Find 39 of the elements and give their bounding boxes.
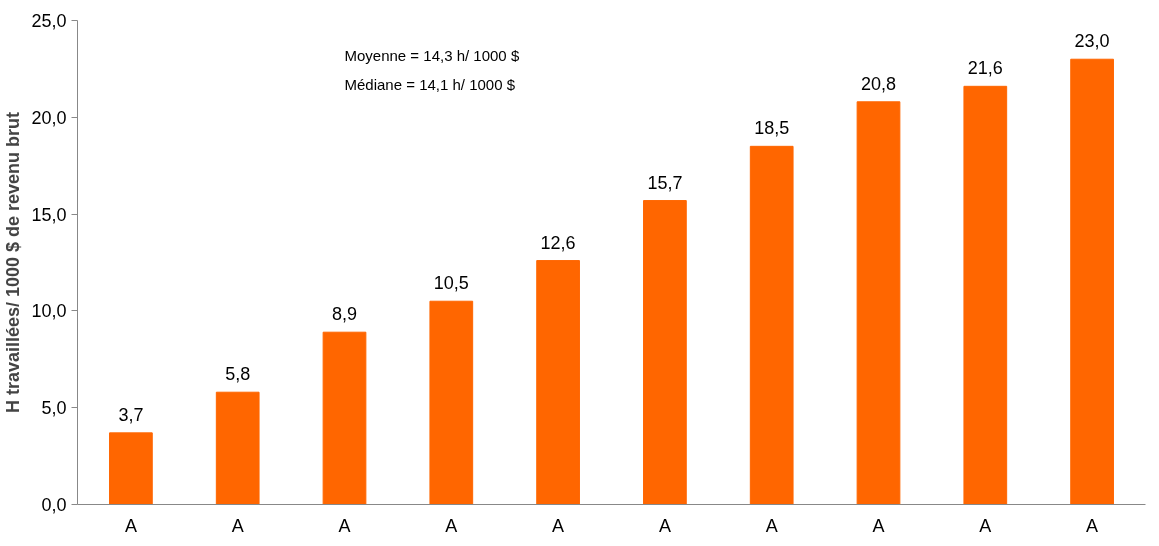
data-label: 23,0 (1074, 31, 1110, 52)
y-tick-label: 20,0 (31, 107, 67, 128)
data-label: 21,6 (967, 58, 1003, 79)
x-tick-label: A (765, 515, 778, 536)
bar (322, 331, 367, 505)
annotation: Moyenne = 14,3 h/ 1000 $ (344, 46, 520, 64)
x-tick-label: A (979, 515, 992, 536)
y-tick-label: 25,0 (31, 11, 67, 31)
data-label: 18,5 (754, 118, 790, 139)
bar (1070, 58, 1114, 505)
y-tick-label: 15,0 (31, 204, 67, 225)
bar (536, 260, 580, 505)
y-tick-label: 10,0 (31, 301, 67, 322)
data-label: 3,7 (118, 404, 144, 425)
bar (429, 300, 474, 505)
annotation: Médiane = 14,1 h/ 1000 $ (344, 75, 516, 93)
x-tick-label: A (658, 515, 671, 536)
bar (215, 391, 260, 505)
x-tick-label: A (231, 515, 244, 536)
bar (749, 145, 794, 505)
data-label: 5,8 (225, 364, 251, 385)
data-label: 20,8 (860, 73, 897, 94)
data-label: 8,9 (331, 304, 358, 325)
bar (643, 200, 687, 505)
data-label: 10,5 (433, 273, 469, 294)
y-axis-title: H travaillées/ 1000 $ de revenu brut (3, 111, 24, 414)
x-tick-label: A (124, 515, 137, 536)
y-tick-label: 5,0 (41, 398, 67, 419)
x-tick-label: A (338, 515, 351, 536)
x-tick-label: A (445, 515, 458, 536)
bar (963, 85, 1008, 505)
bar (109, 432, 153, 505)
bar (856, 101, 901, 505)
data-label: 15,7 (647, 172, 683, 193)
x-tick-label: A (872, 515, 885, 536)
x-tick-label: A (1086, 515, 1099, 536)
data-label: 12,6 (540, 232, 576, 253)
y-tick-label: 0,0 (41, 495, 67, 515)
x-tick-label: A (552, 515, 565, 536)
